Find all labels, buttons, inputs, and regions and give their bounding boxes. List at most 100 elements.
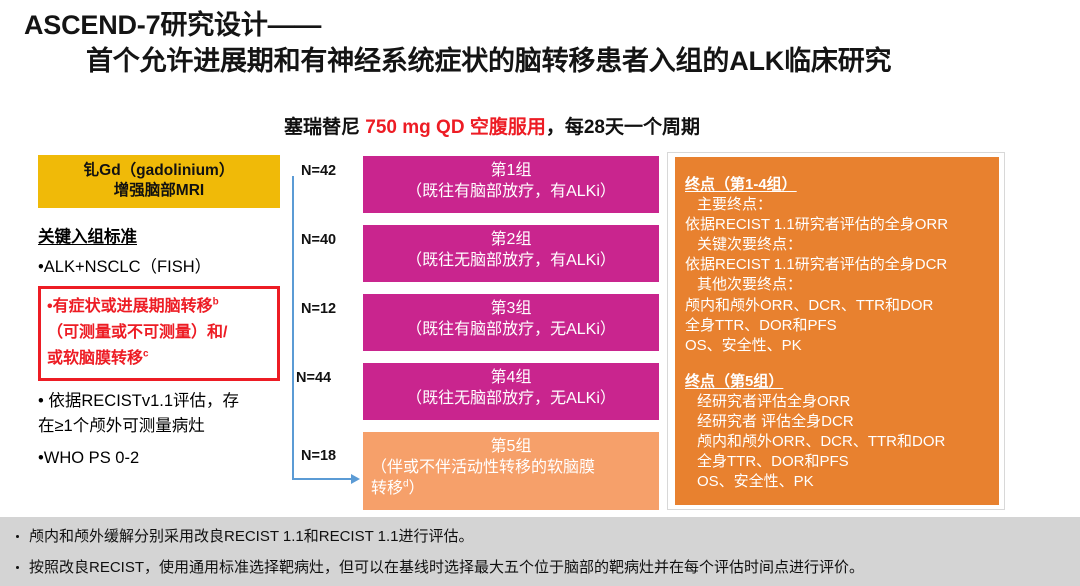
bullet-icon bbox=[16, 535, 19, 538]
endpoints-b-line-5: OS、安全性、PK bbox=[668, 472, 993, 492]
bullet-icon bbox=[668, 342, 672, 347]
endpoints-a-line-2-text: 依据RECIST 1.1研究者评估的全身ORR bbox=[685, 216, 949, 234]
arm-5-desc-line-2-text: 转移 bbox=[371, 479, 404, 497]
criteria-item-recist-2: 在≥1个颅外可测量病灶 bbox=[38, 416, 205, 435]
arm-2-name: 第2组 bbox=[490, 231, 532, 248]
bullet-icon bbox=[668, 419, 672, 424]
criteria-item-alk: •ALK+NSCLC（FISH） bbox=[38, 257, 212, 276]
endpoints-a-line-1: 主要终点： bbox=[668, 195, 993, 215]
endpoints-a-line-6: 颅内和颅外ORR、DCR、TTR和DOR bbox=[668, 296, 993, 316]
bullet-icon bbox=[668, 398, 672, 403]
criteria-red-line-3: 或软脑膜转移c bbox=[47, 346, 271, 372]
bullet-icon bbox=[668, 242, 672, 247]
endpoints-a-line-7: 全身TTR、DOR和PFS bbox=[668, 316, 993, 336]
endpoints-b-line-2-text: 经研究者 评估全身DCR bbox=[697, 413, 854, 431]
endpoints-a-line-3: 关键次要终点： bbox=[668, 235, 993, 255]
endpoints-a-line-6-text: 颅内和颅外ORR、DCR、TTR和DOR bbox=[685, 296, 934, 314]
footnote-bar: 颅内和颅外缓解分别采用改良RECIST 1.1和RECIST 1.1进行评估。 … bbox=[0, 517, 1080, 586]
bracket-horizontal-line bbox=[292, 478, 354, 480]
arm-2-desc: （既往无脑部放疗，有ALKi） bbox=[406, 251, 616, 269]
dosing-prefix: 塞瑞替尼 bbox=[284, 117, 366, 138]
bullet-icon bbox=[668, 439, 672, 444]
bullet-icon bbox=[668, 182, 672, 186]
endpoints-a-line-8: OS、安全性、PK bbox=[668, 336, 993, 356]
page-title-line-2: 首个允许进展期和有神经系统症状的脑转移患者入组的ALK临床研究 bbox=[86, 45, 892, 76]
gd-mri-box: 钆Gd（gadolinium） 增强脑部MRI bbox=[38, 155, 280, 208]
endpoints-group-b-heading-text: 终点（第5组） bbox=[685, 372, 784, 390]
criteria-highlight-box: •有症状或进展期脑转移b （可测量或不可测量）和/ 或软脑膜转移c bbox=[38, 286, 280, 382]
bracket-arrow-icon bbox=[351, 474, 360, 484]
endpoints-b-line-4-text: 全身TTR、DOR和PFS bbox=[697, 453, 849, 471]
arm-box-2[interactable]: 第2组 （既往无脑部放疗，有ALKi） bbox=[363, 225, 659, 282]
arm-3-n-label: N=12 bbox=[301, 301, 337, 317]
footnote-marker-b: b bbox=[212, 297, 219, 309]
arm-box-5[interactable]: 第5组 （伴或不伴活动性转移的软脑膜 转移d） bbox=[363, 432, 659, 510]
bullet-icon bbox=[668, 202, 672, 207]
bullet-icon bbox=[668, 262, 672, 267]
dosing-suffix: ，每28天一个周期 bbox=[545, 117, 700, 138]
endpoints-a-line-8-text: OS、安全性、PK bbox=[685, 336, 802, 354]
endpoints-b-line-3-text: 颅内和颅外ORR、DCR、TTR和DOR bbox=[697, 433, 946, 451]
endpoints-spacer bbox=[681, 356, 993, 372]
bullet-icon bbox=[668, 302, 672, 307]
endpoints-a-line-4-text: 依据RECIST 1.1研究者评估的全身DCR bbox=[685, 256, 948, 274]
footnote-2: 按照改良RECIST，使用通用标准选择靶病灶，但可以在基线时选择最大五个位于脑部… bbox=[12, 558, 1068, 578]
footnote-marker-c: c bbox=[143, 348, 149, 360]
bullet-icon bbox=[668, 378, 672, 383]
arm-1-desc: （既往有脑部放疗，有ALKi） bbox=[406, 182, 616, 200]
page-title-line-1: ASCEND-7研究设计—— bbox=[24, 10, 322, 40]
bullet-icon bbox=[668, 459, 672, 464]
arm-3-desc: （既往有脑部放疗，无ALKi） bbox=[406, 320, 616, 338]
criteria-item-who-ps: •WHO PS 0-2 bbox=[38, 448, 140, 467]
arm-5-n-label: N=18 bbox=[301, 448, 337, 464]
endpoints-a-line-4: 依据RECIST 1.1研究者评估的全身DCR bbox=[668, 255, 993, 275]
endpoints-a-line-1-text: 主要终点： bbox=[697, 196, 773, 214]
endpoints-b-line-2: 经研究者 评估全身DCR bbox=[668, 412, 993, 432]
criteria-item-recist-1: • 依据RECISTv1.1评估，存 bbox=[38, 392, 240, 411]
arm-3-name: 第3组 bbox=[490, 300, 532, 317]
endpoints-group-a-heading-text: 终点（第1-4组） bbox=[685, 176, 797, 193]
bracket-vertical-line bbox=[292, 176, 294, 480]
endpoints-b-line-3: 颅内和颅外ORR、DCR、TTR和DOR bbox=[668, 432, 993, 452]
arm-1-n-label: N=42 bbox=[301, 163, 337, 179]
criteria-red-line-1-text: •有症状或进展期脑转移 bbox=[47, 298, 213, 316]
arm-5-desc-line-3-text: ） bbox=[408, 479, 425, 497]
arm-4-n-label: N=44 bbox=[296, 370, 332, 386]
endpoints-a-line-5: 其他次要终点： bbox=[668, 275, 993, 295]
page-title: ASCEND-7研究设计—— 首个允许进展期和有神经系统症状的脑转移患者入组的A… bbox=[24, 8, 1074, 79]
dosing-highlight: 750 mg QD 空腹服用 bbox=[365, 117, 546, 138]
footnote-1: 颅内和颅外缓解分别采用改良RECIST 1.1和RECIST 1.1进行评估。 bbox=[12, 527, 1068, 547]
endpoints-a-line-3-text: 关键次要终点： bbox=[697, 236, 803, 254]
footnote-marker-d: d bbox=[403, 478, 409, 490]
arm-box-1[interactable]: 第1组 （既往有脑部放疗，有ALKi） bbox=[363, 156, 659, 213]
endpoints-b-line-5-text: OS、安全性、PK bbox=[697, 473, 814, 491]
bullet-icon bbox=[668, 479, 672, 484]
dosing-subtitle: 塞瑞替尼 750 mg QD 空腹服用，每28天一个周期 bbox=[0, 112, 1080, 139]
endpoints-group-b-heading: 终点（第5组） bbox=[668, 372, 993, 392]
bullet-icon bbox=[16, 565, 19, 569]
footnote-1-text: 颅内和颅外缓解分别采用改良RECIST 1.1和RECIST 1.1进行评估。 bbox=[29, 528, 474, 545]
endpoints-a-line-7-text: 全身TTR、DOR和PFS bbox=[685, 316, 837, 334]
endpoints-a-line-2: 依据RECIST 1.1研究者评估的全身ORR bbox=[668, 215, 993, 235]
arm-1-name: 第1组 bbox=[490, 162, 532, 179]
endpoints-b-line-1-text: 经研究者评估全身ORR bbox=[697, 392, 851, 410]
arm-box-3[interactable]: 第3组 （既往有脑部放疗，无ALKi） bbox=[363, 294, 659, 351]
enrollment-bracket bbox=[292, 176, 360, 484]
arm-box-4[interactable]: 第4组 （既往无脑部放疗，无ALKi） bbox=[363, 363, 659, 420]
endpoints-group-a-heading: 终点（第1-4组） bbox=[668, 175, 993, 195]
criteria-red-line-3-text: 或软脑膜转移 bbox=[47, 350, 144, 368]
arm-5-desc-line-2: 转移d） bbox=[371, 479, 651, 500]
arm-5-name: 第5组 bbox=[490, 438, 532, 455]
criteria-red-line-1: •有症状或进展期脑转移b bbox=[47, 294, 271, 320]
endpoints-a-line-5-text: 其他次要终点： bbox=[697, 276, 803, 294]
arm-4-name: 第4组 bbox=[490, 369, 532, 386]
arm-5-desc-line-1: （伴或不伴活动性转移的软脑膜 bbox=[371, 458, 596, 476]
criteria-red-line-2: （可测量或不可测量）和/ bbox=[47, 324, 228, 342]
endpoints-container: 终点（第1-4组） 主要终点： 依据RECIST 1.1研究者评估的全身ORR … bbox=[667, 152, 1005, 510]
gd-mri-line-1: 钆Gd（gadolinium） bbox=[83, 162, 235, 179]
gd-mri-line-2: 增强脑部MRI bbox=[113, 181, 205, 199]
bullet-icon bbox=[668, 222, 672, 227]
footnote-2-text: 按照改良RECIST，使用通用标准选择靶病灶，但可以在基线时选择最大五个位于脑部… bbox=[29, 558, 865, 576]
criteria-panel: 钆Gd（gadolinium） 增强脑部MRI 关键入组标准 •ALK+NSCL… bbox=[38, 155, 280, 469]
endpoints-panel: 终点（第1-4组） 主要终点： 依据RECIST 1.1研究者评估的全身ORR … bbox=[668, 157, 999, 505]
